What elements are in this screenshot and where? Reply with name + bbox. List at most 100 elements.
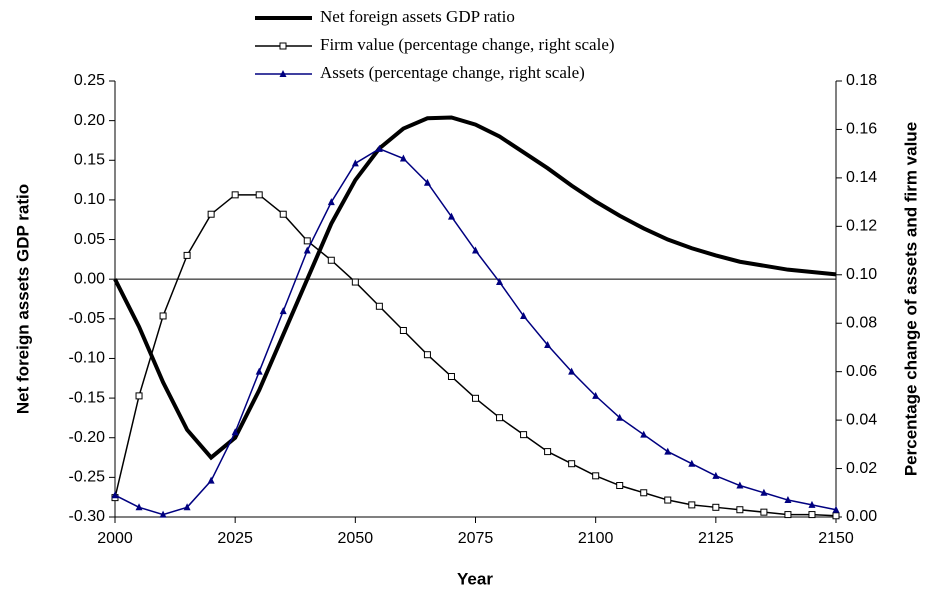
legend-label: Net foreign assets GDP ratio	[320, 7, 515, 26]
square-marker	[592, 472, 600, 480]
square-marker	[664, 496, 672, 504]
x-tick-label: 2025	[217, 530, 253, 547]
y2-tick-label: 0.10	[846, 266, 877, 283]
square-marker	[423, 351, 431, 359]
triangle-marker	[544, 341, 552, 349]
x-tick-label: 2150	[818, 530, 854, 547]
triangle-marker	[832, 505, 840, 513]
y-tick-label: 0.15	[74, 151, 105, 168]
triangle-marker	[423, 178, 431, 186]
triangle-marker	[279, 70, 287, 77]
y2-tick-label: 0.00	[846, 508, 877, 525]
triangle-marker	[351, 159, 359, 167]
series-line	[113, 115, 837, 461]
x-tick-label: 2100	[578, 530, 614, 547]
y-tick-label: -0.05	[69, 310, 106, 327]
triangle-marker	[520, 311, 528, 319]
y2-tick-label: 0.02	[846, 460, 877, 477]
triangle-marker	[808, 500, 816, 508]
square-marker	[231, 191, 239, 199]
square-marker	[279, 42, 287, 50]
triangle-marker	[592, 391, 600, 399]
y2-tick-label: 0.04	[846, 411, 877, 428]
triangle-marker	[183, 503, 191, 511]
y-tick-label: 0.25	[74, 72, 105, 89]
square-marker	[616, 482, 624, 490]
y-tick-label: 0.10	[74, 191, 105, 208]
triangle-marker	[688, 459, 696, 467]
square-marker	[832, 512, 840, 520]
triangle-marker	[399, 154, 407, 162]
square-marker	[472, 394, 479, 402]
triangle-marker	[111, 491, 119, 499]
square-marker	[568, 460, 576, 468]
y2-tick-label: 0.06	[846, 363, 877, 380]
y2-tick-label: 0.08	[846, 314, 877, 331]
triangle-marker	[327, 198, 335, 206]
square-marker	[207, 210, 215, 218]
square-marker	[736, 506, 744, 514]
triangle-marker	[640, 430, 648, 438]
x-tick-label: 2125	[698, 530, 734, 547]
triangle-marker	[447, 212, 455, 220]
square-marker	[544, 448, 552, 456]
y2-tick-label: 0.14	[846, 169, 877, 186]
square-marker	[183, 251, 191, 259]
y-axis-label: Net foreign assets GDP ratio	[13, 184, 32, 414]
square-marker	[447, 373, 455, 381]
triangle-marker	[568, 367, 576, 375]
triangle-marker	[279, 307, 287, 315]
triangle-marker	[303, 246, 311, 254]
triangle-marker	[496, 278, 504, 286]
triangle-marker	[135, 503, 143, 511]
x-axis-label: Year	[457, 569, 493, 588]
y-tick-label: -0.15	[69, 389, 106, 406]
square-marker	[279, 210, 287, 218]
x-tick-label: 2075	[458, 530, 494, 547]
square-marker	[496, 414, 504, 422]
square-marker	[399, 326, 407, 334]
square-marker	[760, 508, 768, 516]
triangle-marker	[664, 447, 672, 455]
square-marker	[327, 256, 335, 264]
y-tick-label: 0.00	[74, 270, 105, 287]
triangle-marker	[375, 144, 383, 152]
square-marker	[808, 511, 816, 519]
legend-label: Firm value (percentage change, right sca…	[320, 35, 615, 54]
triangle-marker	[472, 246, 479, 254]
square-marker	[712, 503, 720, 511]
y2-tick-label: 0.18	[846, 72, 877, 89]
x-tick-label: 2050	[338, 530, 374, 547]
triangle-marker	[207, 476, 215, 484]
triangle-marker	[159, 510, 167, 518]
square-marker	[351, 278, 359, 286]
legend-label: Assets (percentage change, right scale)	[320, 63, 585, 82]
square-marker	[784, 511, 792, 519]
y2-tick-label: 0.16	[846, 121, 877, 138]
square-marker	[688, 501, 696, 509]
y2-axis-label: Percentage change of assets and firm val…	[901, 122, 920, 476]
triangle-marker	[736, 481, 744, 489]
series-line	[114, 194, 837, 517]
square-marker	[255, 191, 263, 199]
y-tick-label: 0.05	[74, 231, 105, 248]
y-tick-label: -0.10	[69, 350, 106, 367]
y2-tick-label: 0.12	[846, 218, 877, 235]
square-marker	[303, 237, 311, 245]
triangle-marker	[255, 367, 263, 375]
square-marker	[375, 302, 383, 310]
y-tick-label: -0.25	[69, 469, 106, 486]
square-marker	[159, 312, 167, 320]
x-tick-label: 2000	[97, 530, 133, 547]
y-tick-label: -0.20	[69, 429, 106, 446]
triangle-marker	[231, 428, 239, 436]
square-marker	[520, 431, 528, 439]
triangle-marker	[616, 413, 624, 421]
y-tick-label: -0.30	[69, 508, 106, 525]
y-tick-label: 0.20	[74, 112, 105, 129]
square-marker	[640, 489, 648, 497]
triangle-marker	[784, 496, 792, 504]
triangle-marker	[712, 471, 720, 479]
square-marker	[135, 392, 143, 400]
